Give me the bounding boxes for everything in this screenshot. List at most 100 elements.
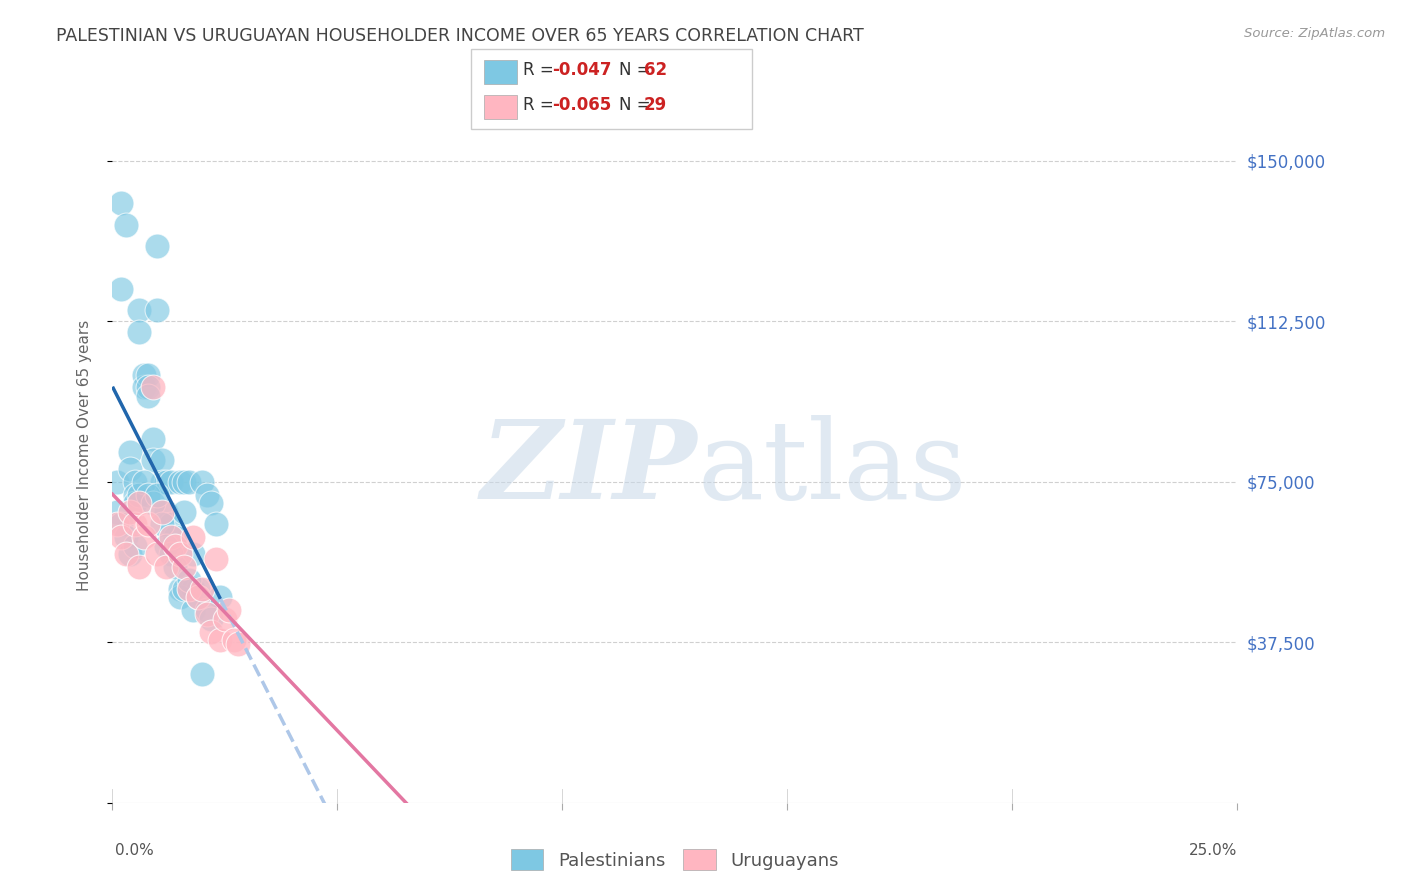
Point: [142, 432, 165, 446]
Text: 0.0%: 0.0%: [115, 843, 155, 858]
Point: [173, 560, 195, 574]
Y-axis label: Householder Income Over 65 years: Householder Income Over 65 years: [77, 319, 91, 591]
Point: [165, 530, 187, 544]
Point: [115, 218, 138, 232]
Point: [191, 582, 214, 596]
Point: [177, 582, 200, 596]
Point: [183, 530, 205, 544]
Point: [132, 380, 155, 394]
Point: [177, 475, 200, 489]
Point: [209, 591, 232, 605]
Point: [165, 560, 187, 574]
Point: [142, 453, 165, 467]
Point: [110, 530, 132, 544]
Point: [177, 573, 200, 587]
Text: 25.0%: 25.0%: [1189, 843, 1237, 858]
Point: [115, 548, 138, 562]
Point: [105, 517, 128, 532]
Point: [142, 496, 165, 510]
Text: -0.065: -0.065: [553, 96, 612, 114]
Point: [150, 453, 173, 467]
Point: [132, 530, 155, 544]
Point: [120, 462, 142, 476]
Point: [124, 517, 146, 532]
Point: [138, 517, 160, 532]
Point: [169, 475, 191, 489]
Point: [138, 487, 160, 501]
Point: [155, 475, 177, 489]
Point: [183, 603, 205, 617]
Point: [200, 612, 222, 626]
Point: [183, 582, 205, 596]
Point: [138, 389, 160, 403]
Point: [187, 582, 209, 596]
Point: [173, 475, 195, 489]
Point: [155, 560, 177, 574]
Point: [173, 505, 195, 519]
Point: [150, 517, 173, 532]
Point: [205, 517, 228, 532]
Text: 62: 62: [644, 62, 666, 79]
Point: [124, 475, 146, 489]
Text: PALESTINIAN VS URUGUAYAN HOUSEHOLDER INCOME OVER 65 YEARS CORRELATION CHART: PALESTINIAN VS URUGUAYAN HOUSEHOLDER INC…: [56, 27, 865, 45]
Point: [150, 505, 173, 519]
Point: [195, 607, 218, 622]
Point: [150, 475, 173, 489]
Point: [187, 591, 209, 605]
Text: 29: 29: [644, 96, 668, 114]
Point: [195, 487, 218, 501]
Text: N =: N =: [619, 96, 655, 114]
Point: [160, 517, 183, 532]
Point: [105, 505, 128, 519]
Point: [195, 603, 218, 617]
Point: [124, 539, 146, 553]
Point: [155, 505, 177, 519]
Point: [200, 496, 222, 510]
Point: [191, 667, 214, 681]
Point: [146, 548, 169, 562]
Text: R =: R =: [523, 62, 560, 79]
Text: R =: R =: [523, 96, 560, 114]
Point: [124, 487, 146, 501]
Point: [222, 633, 245, 648]
Point: [138, 368, 160, 382]
Text: -0.047: -0.047: [553, 62, 612, 79]
Point: [110, 517, 132, 532]
Point: [155, 539, 177, 553]
Point: [138, 380, 160, 394]
Point: [120, 548, 142, 562]
Point: [187, 591, 209, 605]
Point: [142, 380, 165, 394]
Point: [228, 637, 250, 651]
Point: [214, 612, 236, 626]
Point: [169, 582, 191, 596]
Point: [120, 505, 142, 519]
Point: [173, 582, 195, 596]
Point: [128, 560, 150, 574]
Text: ZIP: ZIP: [481, 415, 697, 523]
Point: [120, 444, 142, 458]
Point: [128, 325, 150, 339]
Point: [160, 530, 183, 544]
Point: [209, 633, 232, 648]
Point: [169, 548, 191, 562]
Point: [124, 496, 146, 510]
Point: [218, 603, 240, 617]
Point: [160, 548, 183, 562]
Text: N =: N =: [619, 62, 655, 79]
Point: [110, 282, 132, 296]
Text: atlas: atlas: [697, 416, 967, 523]
Point: [146, 303, 169, 318]
Point: [165, 539, 187, 553]
Text: Source: ZipAtlas.com: Source: ZipAtlas.com: [1244, 27, 1385, 40]
Point: [128, 487, 150, 501]
Point: [146, 239, 169, 253]
Point: [183, 548, 205, 562]
Point: [128, 496, 150, 510]
Point: [169, 591, 191, 605]
Point: [128, 303, 150, 318]
Point: [105, 475, 128, 489]
Point: [160, 475, 183, 489]
Point: [115, 530, 138, 544]
Legend: Palestinians, Uruguayans: Palestinians, Uruguayans: [503, 842, 846, 877]
